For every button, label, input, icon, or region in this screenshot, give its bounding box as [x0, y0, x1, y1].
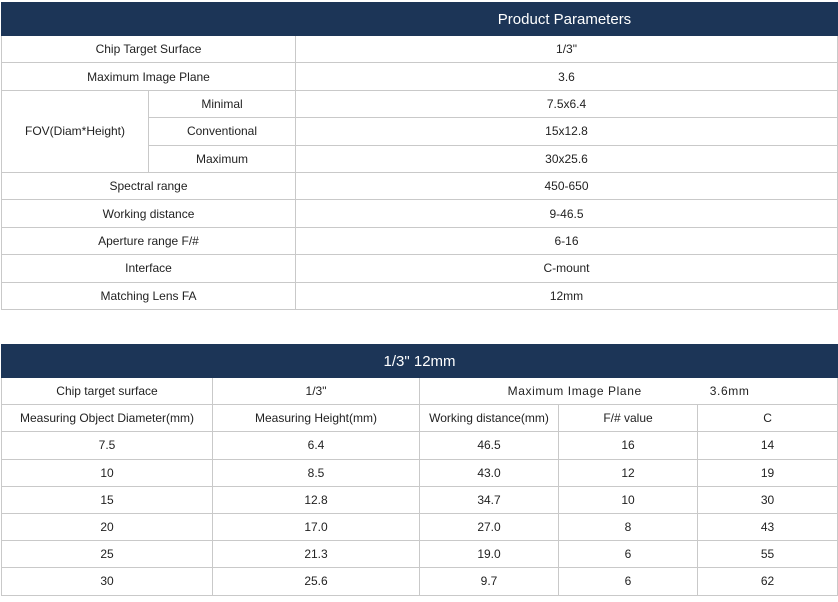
- table-cell: 43: [696, 512, 838, 542]
- table-cell: 27.0: [419, 512, 559, 542]
- column-header: Working distance(mm): [419, 404, 559, 433]
- table-cell: 34.7: [419, 485, 559, 514]
- table-cell: 12: [558, 458, 698, 487]
- column-header: Measuring Object Diameter(mm): [1, 404, 213, 433]
- param-value: 12mm: [295, 281, 838, 310]
- table-row: 15 12.8 34.7 10 30: [1, 485, 838, 514]
- param-value: C-mount: [295, 254, 838, 283]
- param-value: 3.6: [295, 62, 838, 91]
- param-label: Maximum Image Plane: [1, 62, 296, 91]
- lens-table-title: 1/3" 12mm: [383, 352, 456, 370]
- max-image-plane-value: 3.6mm: [709, 384, 750, 399]
- table-cell: 8.5: [212, 458, 420, 487]
- table-row: 30 25.6 9.7 6 62: [1, 567, 838, 596]
- table-cell: 6: [558, 567, 698, 596]
- param-label: Matching Lens FA: [1, 281, 296, 310]
- table-cell: 30: [696, 485, 838, 514]
- fov-label: FOV(Diam*Height): [1, 89, 149, 173]
- table-cell: 46.5: [419, 431, 559, 460]
- param-value: 6-16: [295, 226, 838, 256]
- param-label: Aperture range F/#: [1, 226, 296, 256]
- param-label: Working distance: [1, 199, 296, 228]
- table-cell: 25: [1, 540, 213, 569]
- max-image-plane-label: Maximum Image Plane: [507, 384, 642, 399]
- column-header: F/# value: [558, 404, 698, 433]
- table-cell: 19.0: [419, 540, 559, 569]
- table-cell: 6: [558, 540, 698, 569]
- table-row: 25 21.3 19.0 6 55: [1, 540, 838, 569]
- param-value: 9-46.5: [295, 199, 838, 228]
- table-cell: 30: [1, 567, 213, 596]
- table-cell: 12.8: [212, 485, 420, 514]
- column-header: C: [696, 404, 838, 433]
- table-cell: 10: [558, 485, 698, 514]
- product-parameters-table: Product Parameters Chip Target Surface 1…: [1, 2, 838, 310]
- table-row: 10 8.5 43.0 12 19: [1, 458, 838, 487]
- fov-value: 30x25.6: [295, 144, 838, 173]
- chip-surface-label: Chip target surface: [1, 376, 213, 406]
- column-header: Measuring Height(mm): [212, 404, 420, 433]
- fov-value: 7.5x6.4: [295, 89, 838, 119]
- table-cell: 16: [558, 431, 698, 460]
- fov-value: 15x12.8: [295, 117, 838, 146]
- product-parameters-title: Product Parameters: [497, 10, 632, 28]
- param-label: Interface: [1, 254, 296, 283]
- table-row: 20 17.0 27.0 8 43: [1, 512, 838, 542]
- lens-table-header: 1/3" 12mm: [0, 344, 838, 378]
- fov-sub-label: Conventional: [148, 117, 296, 146]
- table-cell: 20: [1, 512, 213, 542]
- param-label: Chip Target Surface: [1, 34, 296, 64]
- fov-sub-label: Minimal: [148, 89, 296, 119]
- table-cell: 7.5: [1, 431, 213, 460]
- table-cell: 17.0: [212, 512, 420, 542]
- table-cell: 10: [1, 458, 213, 487]
- table-cell: 19: [696, 458, 838, 487]
- chip-surface-value: 1/3": [212, 376, 420, 406]
- param-value: 1/3": [295, 34, 838, 64]
- table-cell: 9.7: [419, 567, 559, 596]
- table-cell: 15: [1, 485, 213, 514]
- table-cell: 8: [558, 512, 698, 542]
- param-label: Spectral range: [1, 171, 296, 201]
- fov-sub-label: Maximum: [148, 144, 296, 173]
- table-row: 7.5 6.4 46.5 16 14: [1, 431, 838, 460]
- max-image-plane-cell: Maximum Image Plane 3.6mm: [418, 376, 838, 406]
- table-cell: 43.0: [419, 458, 559, 487]
- table-cell: 62: [696, 567, 838, 596]
- product-parameters-header: Product Parameters: [1, 2, 838, 36]
- table-cell: 21.3: [212, 540, 420, 569]
- table-cell: 14: [696, 431, 838, 460]
- lens-measurement-table: 1/3" 12mm Chip target surface 1/3" Maxim…: [0, 344, 838, 596]
- table-cell: 6.4: [212, 431, 420, 460]
- table-cell: 55: [696, 540, 838, 569]
- table-cell: 25.6: [212, 567, 420, 596]
- param-value: 450-650: [295, 171, 838, 201]
